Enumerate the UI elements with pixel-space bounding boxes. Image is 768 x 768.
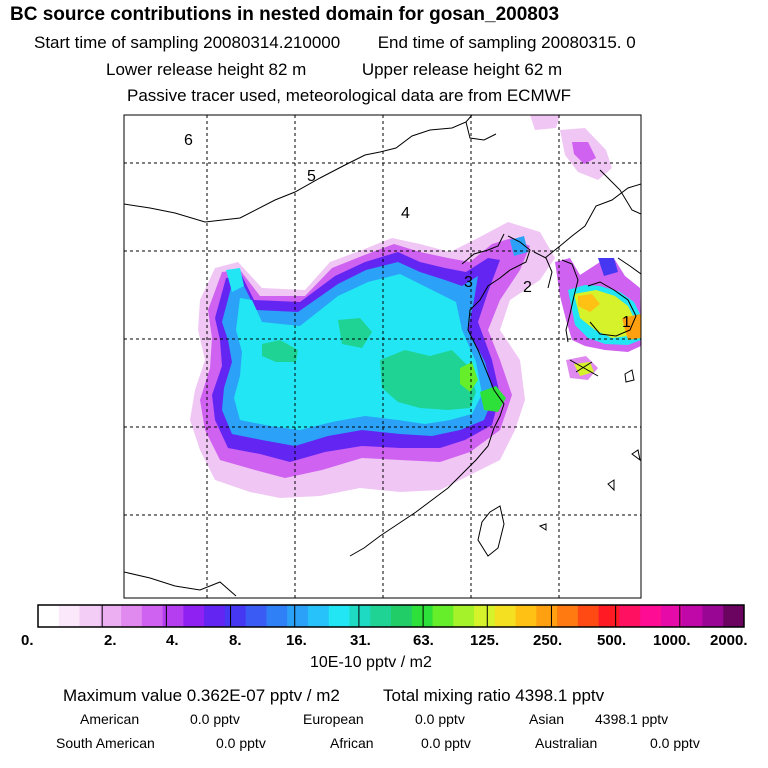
cb-tick-1: 2. <box>104 632 117 649</box>
colorbar-swatch <box>494 605 517 627</box>
colorbar-swatch <box>391 605 413 627</box>
lower-release-height: Lower release height 82 m <box>106 60 307 79</box>
contribution-label-australian: Australian <box>535 735 598 751</box>
region-label-3: 3 <box>464 274 473 291</box>
cb-tick-3: 8. <box>229 632 242 649</box>
colorbar-swatch <box>287 605 309 627</box>
colorbar-swatch <box>557 605 579 627</box>
contribution-value-european: 0.0 pptv <box>415 711 465 727</box>
cb-tick-4: 16. <box>286 632 307 649</box>
colorbar-swatch <box>183 605 205 627</box>
contribution-value-african: 0.0 pptv <box>421 735 471 751</box>
cb-tick-0: 0. <box>21 632 34 649</box>
colorbar-swatch <box>702 605 724 627</box>
colorbar-swatch <box>307 605 330 627</box>
cb-tick-5: 31. <box>350 632 371 649</box>
start-time: Start time of sampling 20080314.210000 <box>34 33 341 52</box>
region-label-6: 6 <box>184 132 193 149</box>
cb-tick-2: 4. <box>166 632 179 649</box>
colorbar-swatch <box>100 605 122 627</box>
colorbar-swatch <box>58 605 81 627</box>
colorbar-swatch <box>38 605 60 627</box>
contribution-value-australian: 0.0 pptv <box>650 735 700 751</box>
region-labels: 6 5 4 3 2 1 <box>184 132 631 331</box>
summary-line: Maximum value 0.362E-07 pptv / m2 Total … <box>63 686 604 706</box>
colorbar-swatch <box>141 605 164 627</box>
end-time: End time of sampling 20080315. 0 <box>377 33 636 52</box>
contribution-label-asian: Asian <box>529 711 565 727</box>
contribution-label-european: European <box>303 711 364 727</box>
colorbar-swatch <box>204 605 226 627</box>
colorbar-swatch <box>266 605 288 627</box>
colorbar-unit: 10E-10 pptv / m2 <box>310 654 432 671</box>
cb-tick-10: 1000. <box>653 632 691 649</box>
colorbar-swatch <box>245 605 267 627</box>
contribution-value-american: 0.0 pptv <box>190 711 240 727</box>
maximum-value: Maximum value 0.362E-07 pptv / m2 <box>63 686 340 705</box>
upper-release-height: Upper release height 62 m <box>361 60 563 79</box>
cb-tick-6: 63. <box>413 632 434 649</box>
colorbar-swatch <box>598 605 620 627</box>
colorbar-swatch <box>349 605 371 627</box>
colorbar-swatch <box>411 605 434 627</box>
contribution-value-south-american: 0.0 pptv <box>216 735 266 751</box>
cb-tick-8: 250. <box>533 632 562 649</box>
total-mixing-ratio: Total mixing ratio 4398.1 pptv <box>383 686 605 705</box>
cb-tick-9: 500. <box>597 632 626 649</box>
colorbar-swatch <box>577 605 600 627</box>
colorbar-swatch <box>328 605 350 627</box>
region-label-2: 2 <box>523 279 532 296</box>
colorbar-tick-labels: 0. 2. 4. 8. 16. 31. 63. 125. 250. 500. 1… <box>21 632 748 649</box>
colorbar-swatch <box>660 605 683 627</box>
contribution-label-african: African <box>330 735 374 751</box>
map-frame <box>123 114 642 599</box>
region-label-4: 4 <box>401 205 410 222</box>
colorbar-swatch <box>474 605 496 627</box>
region-label-5: 5 <box>307 168 316 185</box>
sampling-times: Start time of sampling 20080314.210000 E… <box>34 33 636 53</box>
colorbar-swatch <box>224 605 247 627</box>
colorbar-swatch <box>640 605 662 627</box>
release-heights: Lower release height 82 m Upper release … <box>106 60 562 80</box>
contribution-label-american: American <box>80 711 140 727</box>
colorbar-swatch <box>453 605 475 627</box>
colorbar-swatch <box>515 605 537 627</box>
colorbar-swatch <box>370 605 392 627</box>
colorbar-swatch <box>723 605 745 627</box>
cb-tick-11: 2000. <box>710 632 748 649</box>
concentration-field <box>190 115 641 498</box>
colorbar-swatch <box>162 605 184 627</box>
page-title: BC source contributions in nested domain… <box>10 4 560 25</box>
colorbar-swatch <box>121 605 143 627</box>
colorbar-swatch <box>619 605 641 627</box>
cb-tick-7: 125. <box>470 632 499 649</box>
colorbar-frame <box>37 604 745 628</box>
tracer-note: Passive tracer used, meteorological data… <box>127 86 572 105</box>
coastlines <box>124 115 641 597</box>
colorbar-swatch <box>432 605 454 627</box>
colorbar-swatch <box>79 605 101 627</box>
contribution-label-south-american: South American <box>56 735 155 751</box>
colorbar-swatch <box>681 605 703 627</box>
region-label-1: 1 <box>622 314 631 331</box>
graticule <box>124 115 641 598</box>
colorbar <box>37 604 745 628</box>
contribution-value-asian: 4398.1 pptv <box>595 711 669 727</box>
colorbar-swatch <box>536 605 558 627</box>
